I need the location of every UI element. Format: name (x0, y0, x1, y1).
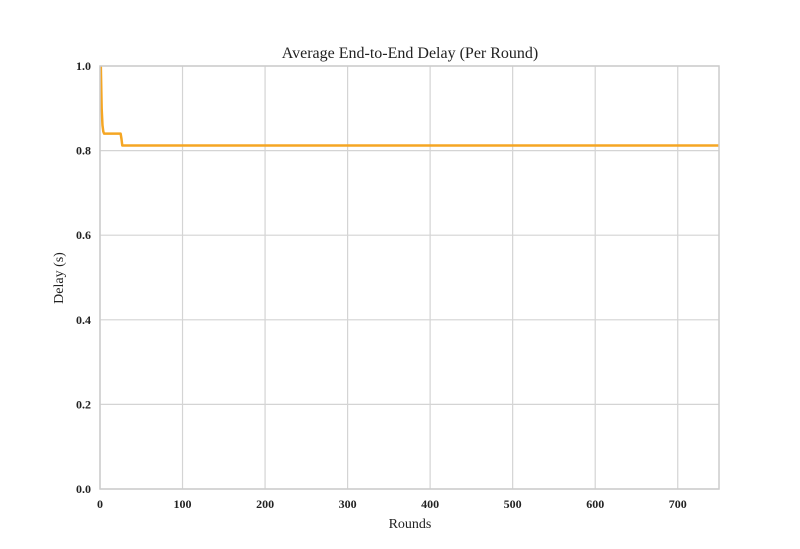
x-axis-label: Rounds (389, 517, 432, 532)
plot-frame (99, 65, 720, 490)
x-tick-label: 0 (97, 497, 103, 511)
y-tick-label: 1.0 (76, 59, 91, 73)
y-tick-label: 0.2 (76, 397, 91, 411)
x-tick-label: 500 (504, 497, 522, 511)
x-tick-label: 600 (586, 497, 604, 511)
y-tick-label: 0.8 (76, 144, 91, 158)
series-layer (99, 65, 719, 147)
delay-series-line (99, 65, 719, 147)
y-tick-label: 0.6 (76, 228, 91, 242)
y-axis-label: Delay (s) (52, 252, 67, 304)
x-tick-label: 100 (174, 497, 192, 511)
grid-lines (99, 65, 719, 490)
x-tick-label: 700 (669, 497, 687, 511)
x-tick-label: 400 (421, 497, 439, 511)
x-tick-label: 200 (256, 497, 274, 511)
chart-title: Average End-to-End Delay (Per Round) (282, 45, 539, 62)
y-tick-labels: 0.0 0.2 0.4 0.6 0.8 1.0 (76, 59, 91, 496)
x-tick-labels: 0 100 200 300 400 500 600 700 (97, 497, 687, 511)
y-tick-label: 0.0 (76, 482, 91, 496)
y-tick-label: 0.4 (76, 313, 91, 327)
x-tick-label: 300 (339, 497, 357, 511)
